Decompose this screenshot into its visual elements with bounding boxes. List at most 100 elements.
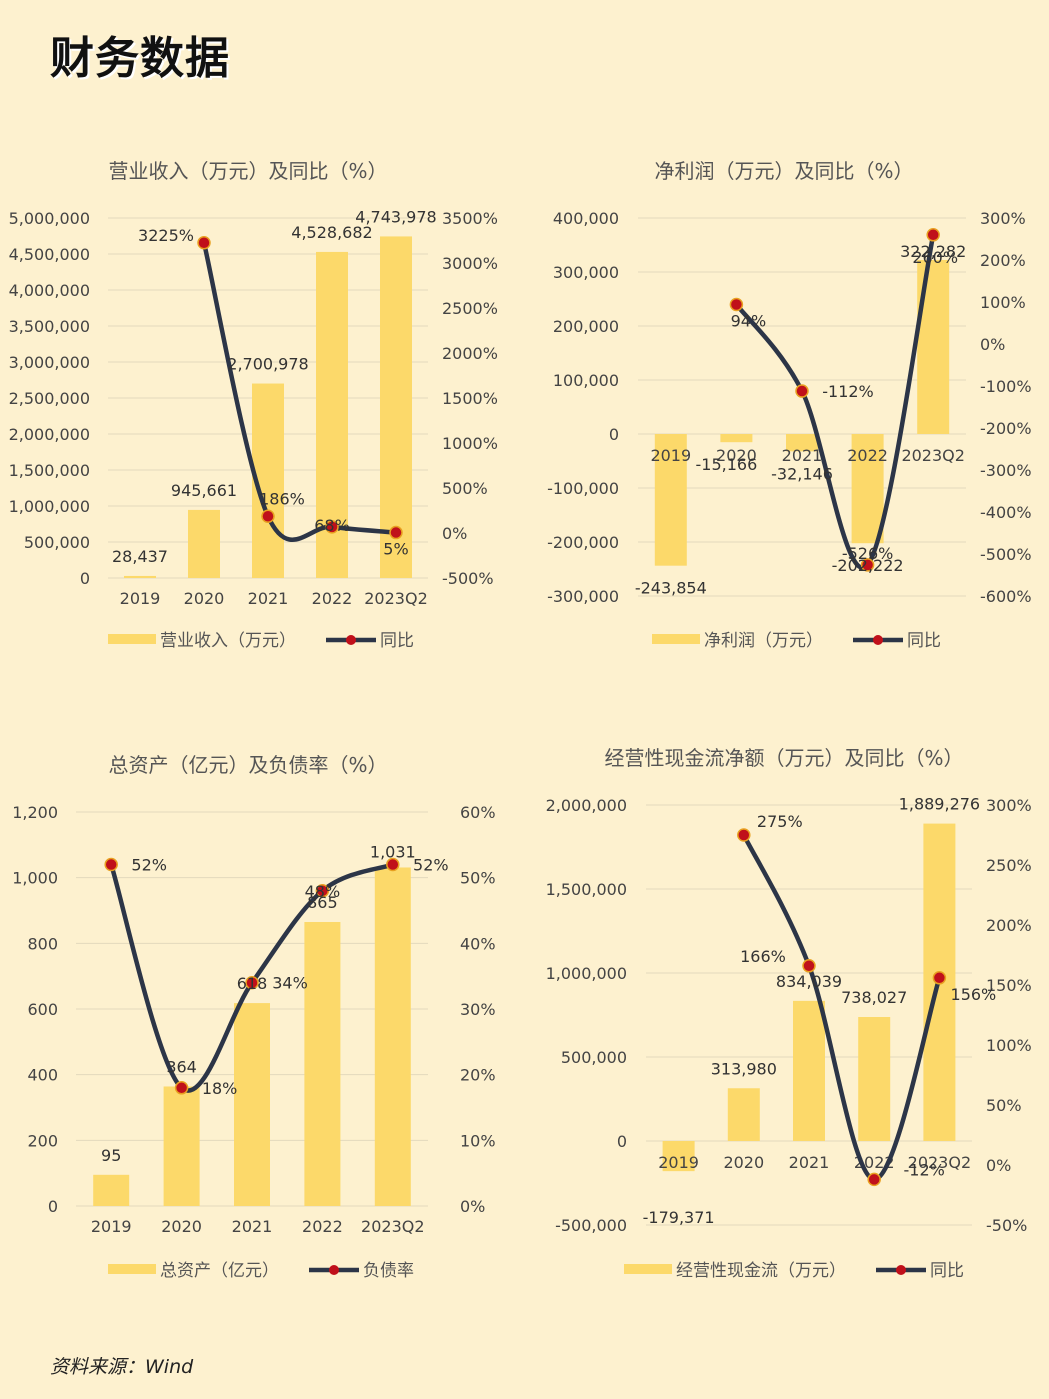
y-tick-left: 800 [27,934,58,953]
bar [188,509,220,578]
bar [851,434,884,544]
x-tick: 2022 [312,589,353,608]
x-tick: 2021 [789,1153,830,1172]
y-tick-right: 200% [986,916,1032,935]
x-tick: 2023Q2 [364,589,428,608]
bar-label: -202,222 [832,556,904,575]
y-tick-left: 1,000,000 [9,497,90,516]
y-tick-right: 0% [460,1197,485,1216]
y-tick-left: 3,500,000 [9,317,90,336]
x-tick: 2019 [650,446,691,465]
legend-line-label: 负债率 [363,1261,414,1281]
line-marker [389,525,403,540]
y-tick-right: 50% [986,1096,1022,1115]
y-tick-left: 100,000 [553,371,619,390]
line-label: 34% [272,974,308,993]
line-marker [261,509,275,524]
line-label: 186% [259,489,305,508]
y-tick-left: 200 [27,1131,58,1150]
y-tick-left: 0 [609,425,619,444]
bar-label: 2,700,978 [227,355,308,374]
line-marker [174,1081,189,1095]
bar [858,1017,891,1141]
x-tick: 2020 [161,1217,202,1236]
x-tick: 2023Q2 [361,1217,425,1236]
y-tick-left: 2,000,000 [9,425,90,444]
page-title: 财务数据 [50,33,230,84]
y-tick-left: 1,000 [12,869,58,888]
y-tick-right: 1500% [442,389,498,408]
y-tick-right: 250% [986,856,1032,875]
y-tick-right: -500% [442,569,494,588]
line-marker [104,857,118,872]
legend-bar-label: 经营性现金流（万元） [676,1261,846,1281]
x-tick: 2023Q2 [908,1153,972,1172]
line-label: 52% [413,856,449,875]
line-label: 48% [305,882,341,901]
chart-title: 净利润（万元）及同比（%） [654,159,913,183]
line-label: 68% [314,516,350,535]
line-label: 275% [757,812,803,831]
bar [234,1003,270,1206]
legend-line-label: 同比 [907,631,941,651]
line-marker [197,236,211,250]
chart-title: 营业收入（万元）及同比（%） [108,159,387,183]
y-tick-right: 20% [460,1066,496,1085]
bar [727,1088,760,1141]
y-tick-left: 5,000,000 [9,209,90,228]
bar-label: 4,743,978 [355,207,436,226]
line-label: 94% [731,312,767,331]
y-tick-right: 60% [460,803,496,822]
line-label: -112% [822,382,874,401]
x-tick: 2019 [91,1217,132,1236]
x-tick: 2021 [782,446,823,465]
bar-label: 322,282 [900,242,966,261]
legend-bar-label: 营业收入（万元） [160,631,296,651]
line-label: 52% [131,856,167,875]
y-tick-left: -200,000 [547,533,619,552]
line-marker [795,384,809,398]
x-tick: 2022 [847,446,888,465]
line-label: 18% [202,1079,238,1098]
y-tick-left: -300,000 [547,587,619,606]
line-marker [867,1172,881,1187]
y-tick-right: 3500% [442,209,498,228]
x-tick: 2021 [248,589,289,608]
line-label: -12% [904,1160,945,1179]
line-label: 3225% [138,226,194,245]
y-tick-left: 500,000 [24,533,90,552]
bar-label: 738,027 [841,988,907,1007]
line-marker [386,857,400,872]
y-tick-left: 4,000,000 [9,281,90,300]
legend-bar-swatch [624,1264,672,1274]
line-marker [325,520,339,534]
legend-bar-swatch [108,1264,156,1274]
y-tick-right: -200% [980,419,1032,438]
y-tick-right: 10% [460,1131,496,1150]
bar-label: 618 [237,974,268,993]
series-line [741,832,942,1182]
line-label: 5% [383,540,408,559]
bar-label: 4,528,682 [291,223,372,242]
bar-label: 1,031 [370,842,416,861]
y-tick-right: 2500% [442,299,498,318]
y-tick-right: -400% [980,503,1032,522]
y-tick-right: -300% [980,461,1032,480]
legend-bar-label: 总资产（亿元） [160,1261,279,1281]
line-marker [245,975,259,990]
y-tick-right: 0% [980,335,1005,354]
y-tick-left: 3,000,000 [9,353,90,372]
legend-line-label: 同比 [930,1261,964,1281]
charts-canvas: 营业收入（万元）及同比（%） 0 500,000 1,000,000 1,500,000… [9,159,1032,1281]
y-tick-left: 300,000 [553,263,619,282]
line-marker [860,558,875,572]
y-tick-right: 1000% [442,434,498,453]
y-tick-right: 500% [442,479,488,498]
y-tick-left: 1,000,000 [546,964,627,983]
y-tick-right: 200% [980,251,1026,270]
legend-line-marker [873,635,883,645]
y-tick-left: 400,000 [553,209,619,228]
line-label: 156% [951,985,997,1004]
line-marker [926,228,940,242]
bar [662,1141,695,1172]
